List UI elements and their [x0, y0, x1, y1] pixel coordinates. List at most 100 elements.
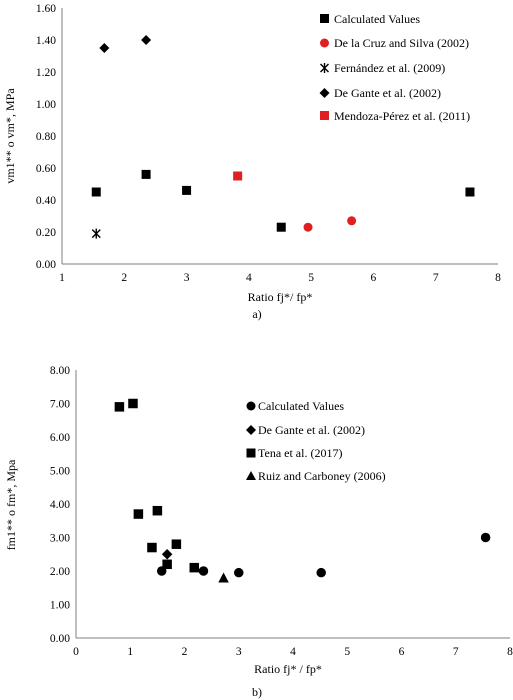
data-point-triangle	[218, 572, 229, 583]
x-tick-label: 3	[184, 272, 190, 284]
data-point-square	[114, 402, 125, 412]
y-tick-label: 0.60	[36, 163, 56, 175]
data-point-asterisk	[91, 228, 101, 239]
x-tick-label: 6	[371, 272, 377, 284]
chart-a-legend-box	[314, 4, 512, 174]
y-tick-label: 0.80	[36, 131, 56, 143]
data-point-circle	[303, 222, 313, 232]
x-tick-label: 4	[290, 646, 296, 658]
data-point-square	[465, 187, 475, 197]
legend-diamond-marker-icon	[319, 88, 330, 98]
legend-diamond-marker-icon	[246, 425, 256, 435]
chart-b-x-ticks: 0 1 2 3 4 5 6 7 8	[73, 646, 513, 658]
chart-a-legend-item-degante: De Gante et al. (2002)	[319, 86, 441, 100]
y-tick-label: 0.00	[36, 259, 56, 271]
x-tick-label: 1	[59, 272, 65, 284]
data-point-circle	[480, 532, 491, 543]
y-tick-label: 7.00	[50, 399, 70, 411]
data-point-square	[128, 398, 138, 409]
chart-a-legend-item-fernandez: Fernández et al. (2009)	[320, 61, 445, 75]
chart-a-legend-label: Calculated Values	[334, 12, 420, 26]
chart-a-marks	[91, 35, 475, 239]
chart-a-legend-label: Mendoza-Pérez et al. (2011)	[334, 109, 470, 123]
x-tick-label: 5	[308, 272, 314, 284]
data-point-square	[147, 542, 157, 553]
data-point-diamond	[161, 549, 173, 560]
data-point-square	[233, 171, 243, 181]
chart-a-legend-label: De Gante et al. (2002)	[334, 86, 441, 100]
legend-asterisk-marker-icon	[320, 63, 329, 73]
chart-b-marks	[114, 398, 491, 583]
y-tick-label: 1.00	[36, 99, 56, 111]
data-point-square	[152, 505, 163, 516]
data-point-square	[133, 509, 144, 519]
data-point-diamond	[141, 35, 152, 45]
chart-a-y-ticks: 0.00 0.20 0.40 0.60 0.80 1.00 1.20 1.40 1.60	[36, 3, 56, 271]
y-tick-label: 1.00	[50, 600, 70, 612]
chart-b-legend-item-tena: Tena et al. (2017)	[246, 446, 342, 460]
x-tick-label: 2	[182, 646, 188, 658]
legend-square-marker-icon	[320, 14, 329, 23]
chart-b-legend-item-calculated: Calculated Values	[246, 399, 344, 413]
data-point-circle	[316, 567, 326, 578]
data-point-circle	[198, 566, 209, 576]
x-tick-label: 5	[344, 646, 350, 658]
chart-a-x-axis-title: Ratio fj*/ fp*	[248, 290, 313, 304]
legend-circle-marker-icon	[246, 401, 256, 411]
y-tick-label: 0.20	[36, 227, 56, 239]
chart-b-legend-item-degante: De Gante et al. (2002)	[246, 423, 365, 437]
data-point-square	[276, 222, 286, 232]
chart-a-legend-item-calculated: Calculated Values	[320, 12, 420, 26]
chart-b: 0.00 1.00 2.00 3.00 4.00 5.00 6.00 7.00 8.00 0 1 2…	[4, 365, 513, 699]
chart-b-legend-label: Calculated Values	[258, 399, 344, 413]
data-point-square	[91, 187, 101, 197]
chart-b-legend-item-ruiz: Ruiz and Carboney (2006)	[246, 469, 386, 483]
chart-b-caption: b)	[252, 685, 262, 699]
chart-b-legend-label: Ruiz and Carboney (2006)	[258, 469, 386, 483]
chart-a-x-ticks: 1 2 3 4 5 6 7 8	[59, 272, 501, 284]
chart-b-legend-label: De Gante et al. (2002)	[258, 423, 365, 437]
y-tick-label: 1.60	[36, 3, 56, 15]
data-point-square	[141, 169, 151, 179]
legend-circle-marker-icon	[320, 38, 329, 48]
chart-a-y-axis-title: vm1** o vm*, MPa	[3, 88, 17, 184]
legend-triangle-marker-icon	[246, 471, 256, 480]
x-tick-label: 8	[495, 272, 501, 284]
data-point-square	[189, 562, 200, 573]
chart-b-y-axis-title: fm1** o fm*, Mpa	[4, 459, 18, 550]
chart-b-legend: Calculated Values De Gante et al. (2002)…	[246, 399, 386, 483]
data-point-diamond	[99, 43, 110, 53]
chart-a-legend-label: De la Cruz and Silva (2002)	[334, 36, 469, 50]
x-tick-label: 8	[507, 646, 513, 658]
x-tick-label: 7	[433, 272, 439, 284]
x-tick-label: 4	[246, 272, 252, 284]
x-tick-label: 7	[453, 646, 459, 658]
y-tick-label: 3.00	[50, 533, 70, 545]
chart-a-legend-item-delacruz: De la Cruz and Silva (2002)	[320, 36, 469, 50]
y-tick-label: 4.00	[50, 499, 70, 511]
chart-a-caption: a)	[252, 307, 261, 321]
y-tick-label: 0.40	[36, 195, 56, 207]
y-tick-label: 2.00	[50, 566, 70, 578]
y-tick-label: 0.00	[50, 633, 70, 645]
chart-b-legend-label: Tena et al. (2017)	[258, 446, 342, 460]
chart-b-x-axis-title: Ratio fj* / fp*	[254, 662, 322, 676]
x-tick-label: 3	[236, 646, 242, 658]
chart-b-y-ticks: 0.00 1.00 2.00 3.00 4.00 5.00 6.00 7.00 8.00	[50, 365, 70, 645]
chart-a-legend-item-mendoza: Mendoza-Pérez et al. (2011)	[320, 109, 470, 123]
x-tick-label: 0	[73, 646, 79, 658]
y-tick-label: 5.00	[50, 466, 70, 478]
y-tick-label: 8.00	[50, 365, 70, 377]
data-point-circle	[234, 567, 244, 578]
y-tick-label: 1.40	[36, 35, 56, 47]
chart-a: 0.00 0.20 0.40 0.60 0.80 1.00 1.20 1.40 1.60 1 2 3…	[3, 3, 512, 321]
x-tick-label: 6	[399, 646, 405, 658]
legend-square-marker-icon	[320, 111, 329, 120]
x-tick-label: 1	[127, 646, 133, 658]
chart-a-legend-label: Fernández et al. (2009)	[334, 61, 445, 75]
data-point-square	[162, 559, 172, 570]
y-tick-label: 1.20	[36, 67, 56, 79]
y-tick-label: 6.00	[50, 432, 70, 444]
x-tick-label: 2	[121, 272, 127, 284]
